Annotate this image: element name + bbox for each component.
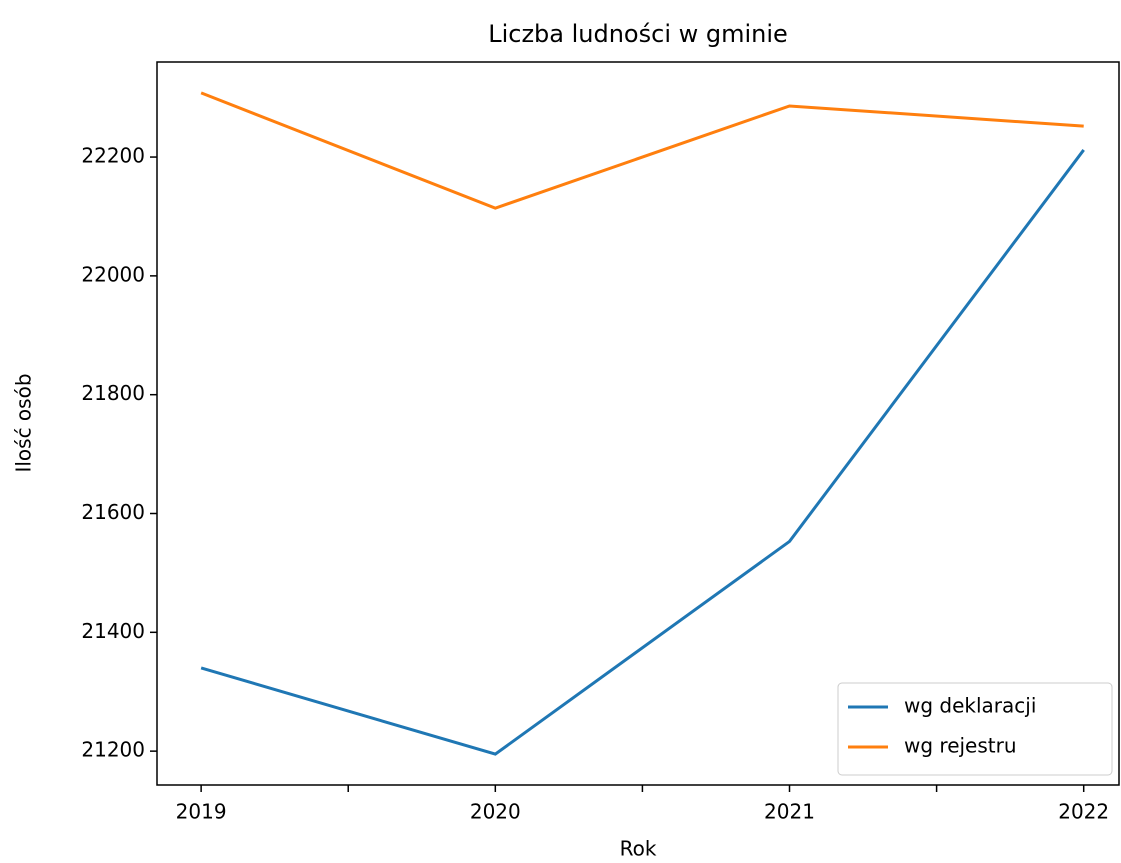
y-tick-label: 22200 [81,144,145,168]
x-tick-label: 2022 [1058,800,1109,824]
y-tick-label: 22000 [81,262,145,286]
y-tick-label: 21600 [81,500,145,524]
line-series [200,91,1084,210]
legend-label: wg rejestru [904,734,1017,758]
axes-frame [156,61,1120,786]
legend-label: wg deklaracji [904,694,1036,718]
line-series [200,149,1085,756]
x-axis-label: Rok [620,837,657,861]
x-tick-label: 2020 [470,800,521,824]
legend-box [837,682,1113,776]
chart-title: Liczba ludności w gminie [488,20,788,48]
y-axis-label: Ilość osób [12,373,36,472]
y-tick-label: 21800 [81,381,145,405]
y-tick-label: 21400 [81,619,145,643]
x-tick-label: 2019 [176,800,227,824]
x-tick-label: 2021 [764,800,815,824]
y-tick-label: 21200 [81,738,145,762]
